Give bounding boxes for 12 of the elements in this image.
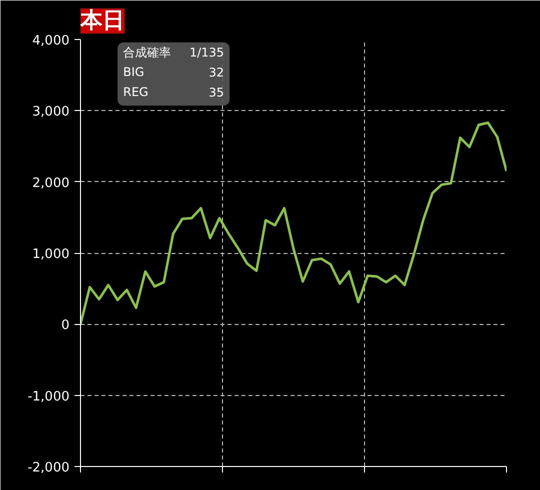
- y-tick-label: 4,000: [32, 34, 70, 48]
- text: 合成確率 1/135: [123, 45, 224, 60]
- y-tick-label: 3,000: [32, 104, 70, 120]
- line-series: [80, 122, 506, 326]
- y-tick-label: 0: [61, 318, 70, 334]
- y-tick-label: -1,000: [28, 389, 70, 404]
- text: BIG 32: [123, 65, 224, 80]
- chart-title: 本日: [80, 8, 124, 34]
- y-tick-label: 2,000: [32, 176, 70, 191]
- text: REG 35: [123, 85, 224, 100]
- y-tick-label: -2,000: [28, 460, 70, 476]
- y-tick-label: 1,000: [32, 247, 70, 262]
